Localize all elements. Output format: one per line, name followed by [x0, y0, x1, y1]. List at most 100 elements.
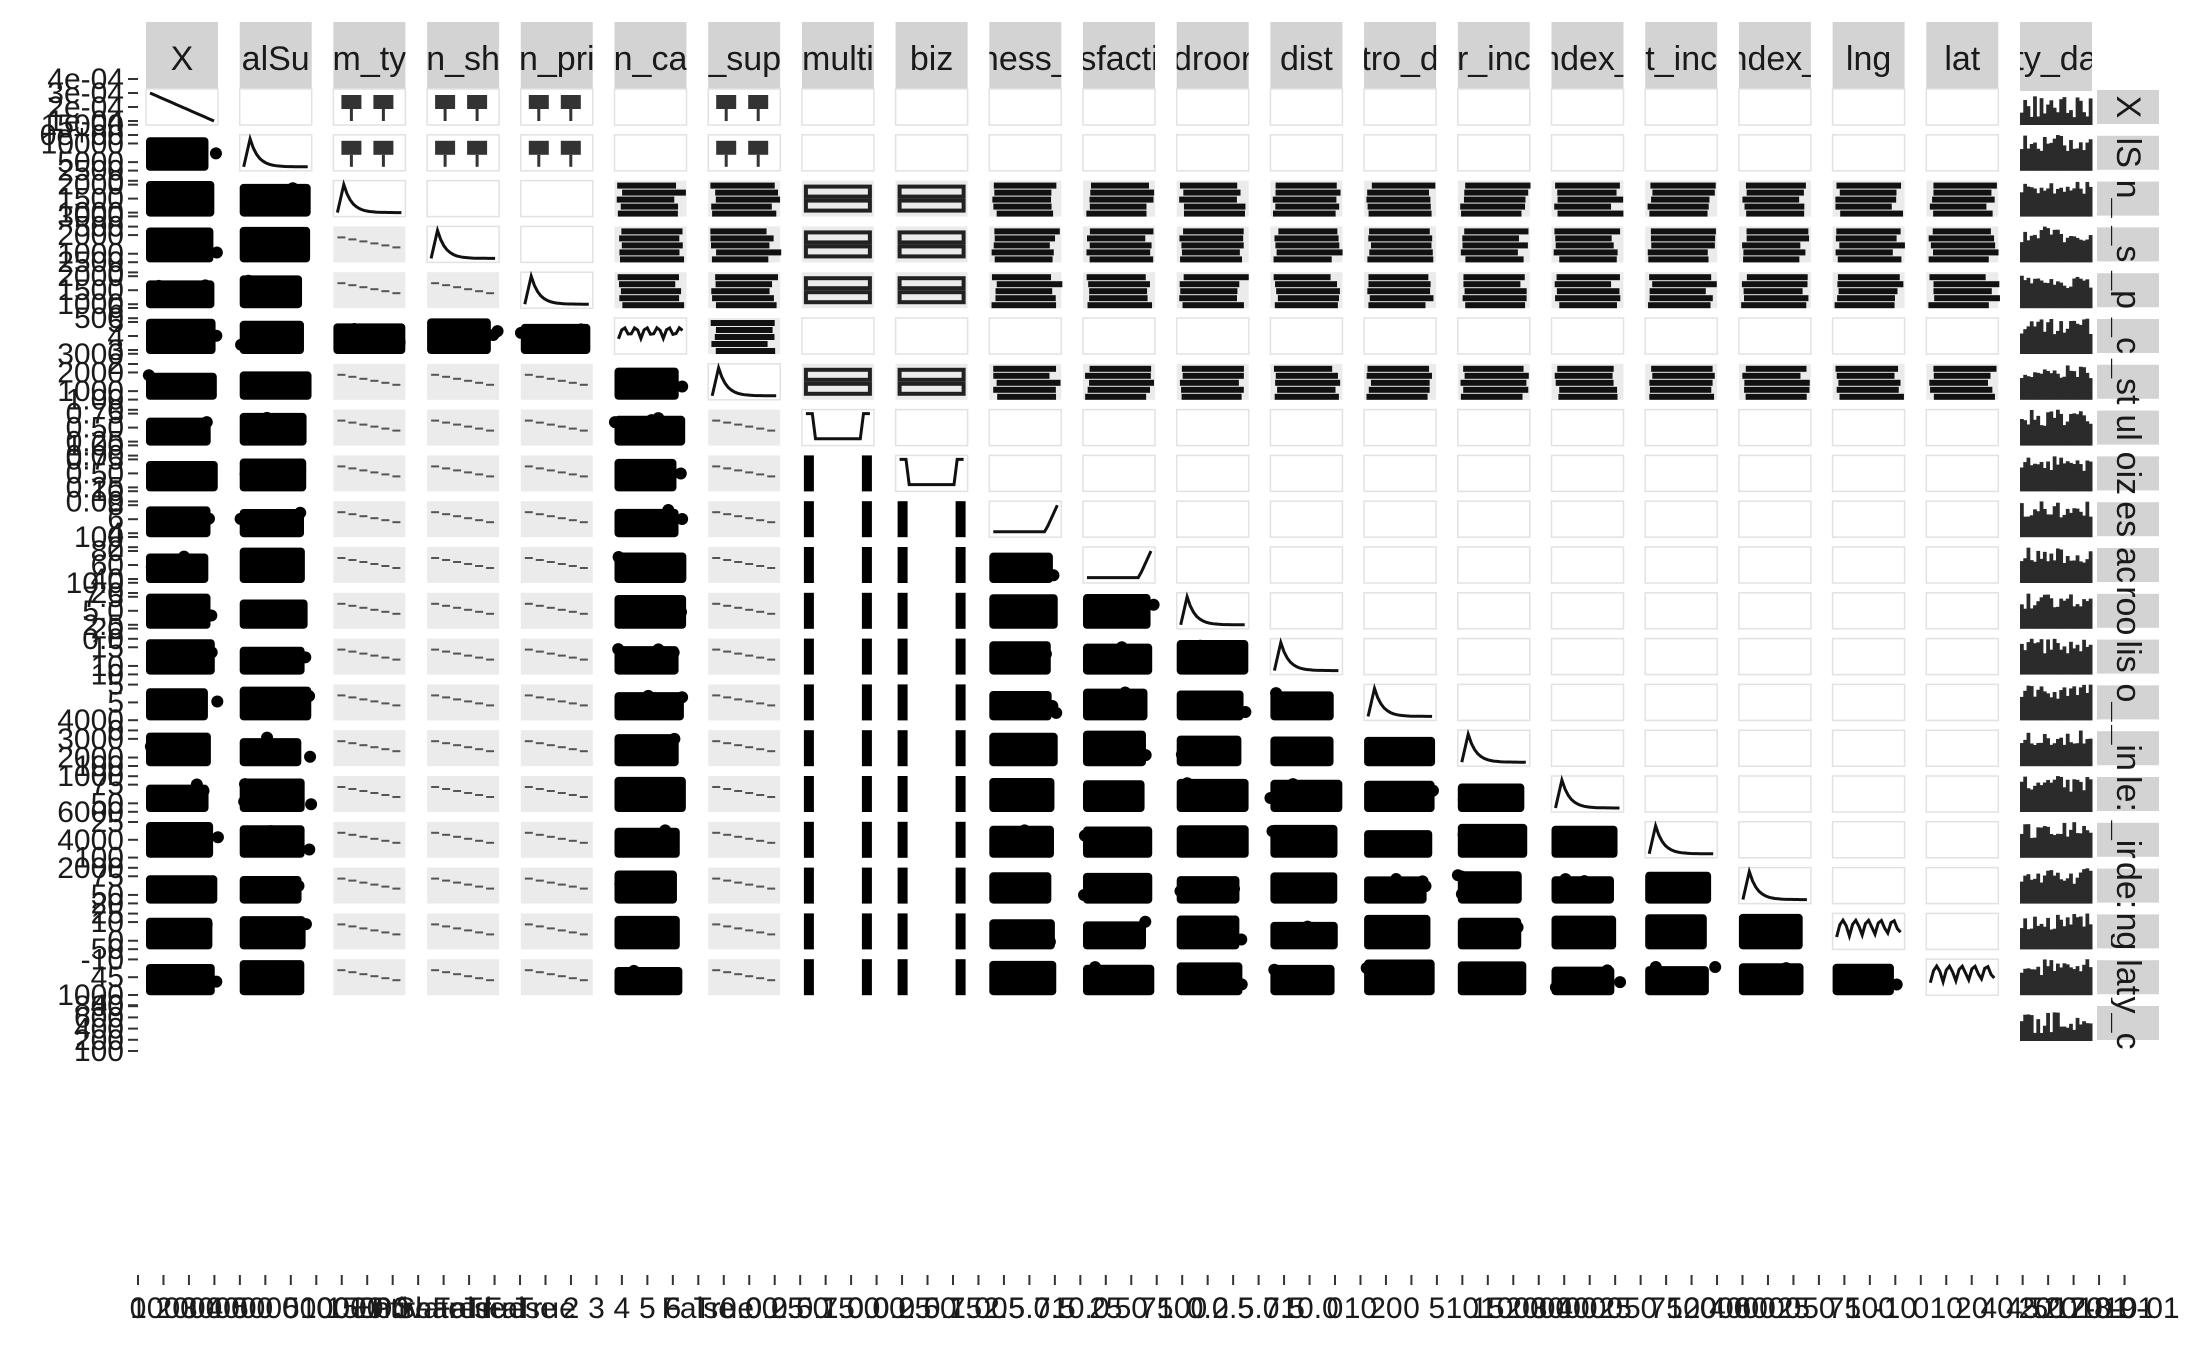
point — [1094, 738, 1107, 751]
empty-panel — [1831, 500, 1906, 538]
date-bar — [2056, 872, 2060, 904]
box — [617, 182, 677, 189]
panel — [2020, 822, 2093, 858]
panel — [1550, 683, 1625, 722]
row-strip-label: _c — [2109, 317, 2147, 354]
date-bar — [2072, 779, 2077, 812]
hist-bar — [579, 383, 588, 386]
date-bar — [2085, 692, 2090, 721]
date-bar — [2039, 686, 2044, 721]
box — [621, 242, 683, 249]
point-cluster — [803, 501, 814, 538]
point — [195, 601, 208, 614]
point-cluster — [1364, 876, 1427, 904]
point — [245, 552, 258, 565]
hist-bar — [359, 698, 368, 701]
box — [1835, 203, 1892, 210]
point-cluster — [861, 913, 872, 950]
box — [1836, 228, 1901, 235]
panel — [239, 547, 305, 583]
panel — [895, 226, 968, 263]
box — [993, 182, 1057, 189]
hist-bar — [712, 969, 721, 972]
point — [1093, 649, 1106, 662]
column-strip: droor — [1176, 22, 1249, 91]
x-tick-label: 4000 — [206, 1292, 273, 1325]
hist-bar — [370, 563, 379, 565]
point — [648, 379, 661, 392]
panel-bg — [708, 959, 781, 996]
box — [1462, 242, 1528, 249]
y-tick-label: 0 — [107, 256, 124, 289]
point — [1578, 875, 1591, 888]
panel — [1451, 869, 1522, 904]
hist-bar — [745, 975, 754, 978]
date-bar — [2065, 421, 2070, 446]
panel — [2020, 226, 2093, 263]
hist-bar — [431, 969, 440, 972]
panel — [1550, 454, 1625, 493]
panel-bg — [333, 272, 406, 309]
panel — [897, 592, 966, 629]
x-tick-label: 50 — [1115, 1292, 1148, 1325]
panel — [1363, 500, 1437, 538]
hist-bar — [745, 425, 754, 428]
panel — [1926, 272, 2000, 309]
panel-bg — [708, 684, 781, 721]
panel — [1925, 637, 2000, 676]
panel — [332, 134, 407, 172]
panel-bg — [520, 730, 593, 767]
point-cluster — [897, 547, 908, 583]
date-bar — [2065, 917, 2070, 950]
hist-bar — [723, 788, 732, 790]
hist-bar — [745, 471, 754, 474]
date-bar — [2029, 638, 2034, 675]
date-bar — [2033, 561, 2037, 583]
hist-bar — [712, 465, 721, 468]
point — [1473, 975, 1486, 988]
x-tick-label: 0.50 — [771, 1292, 829, 1325]
box — [1933, 288, 1992, 295]
panel — [1832, 272, 1905, 309]
date-bar — [2049, 1032, 2054, 1041]
date-bar — [2056, 963, 2060, 996]
y-tick-label: 0.00 — [66, 485, 124, 518]
point — [1402, 918, 1415, 931]
date-bar — [2036, 278, 2041, 309]
x-tick-label: 10 — [1446, 1292, 1479, 1325]
panel — [708, 547, 781, 583]
column-strip-label: n_pri — [519, 40, 595, 78]
point — [1614, 976, 1627, 989]
hist-bar — [712, 602, 721, 605]
y-tick-label: 50 — [91, 933, 124, 966]
box — [1463, 365, 1524, 372]
date-bar — [2088, 870, 2093, 904]
date-bar — [2033, 509, 2037, 538]
point — [642, 511, 655, 524]
hist-bar — [535, 788, 544, 790]
row-strip-label: ul — [2109, 414, 2147, 440]
box — [1463, 281, 1521, 288]
row-strip-bg — [2097, 456, 2159, 491]
panel — [708, 501, 781, 538]
box — [1746, 189, 1804, 196]
panel — [239, 916, 312, 950]
date-bar — [2046, 104, 2050, 125]
hist-bar — [486, 567, 495, 569]
panel — [520, 363, 593, 400]
point-cluster — [803, 821, 814, 858]
point — [294, 506, 307, 519]
empty-panel — [1082, 317, 1156, 355]
date-bar — [2056, 1012, 2060, 1041]
panel — [1831, 500, 1906, 538]
date-bar — [2023, 280, 2028, 309]
date-bar — [2059, 1026, 2064, 1041]
column-strip: _sup — [708, 22, 781, 91]
hist-bar — [767, 612, 776, 615]
point — [188, 291, 201, 304]
hist-bar — [442, 879, 451, 882]
row-strip-label: n_ — [2109, 180, 2147, 219]
box — [1090, 189, 1155, 196]
point — [1393, 740, 1406, 753]
date-bar — [2039, 882, 2044, 904]
